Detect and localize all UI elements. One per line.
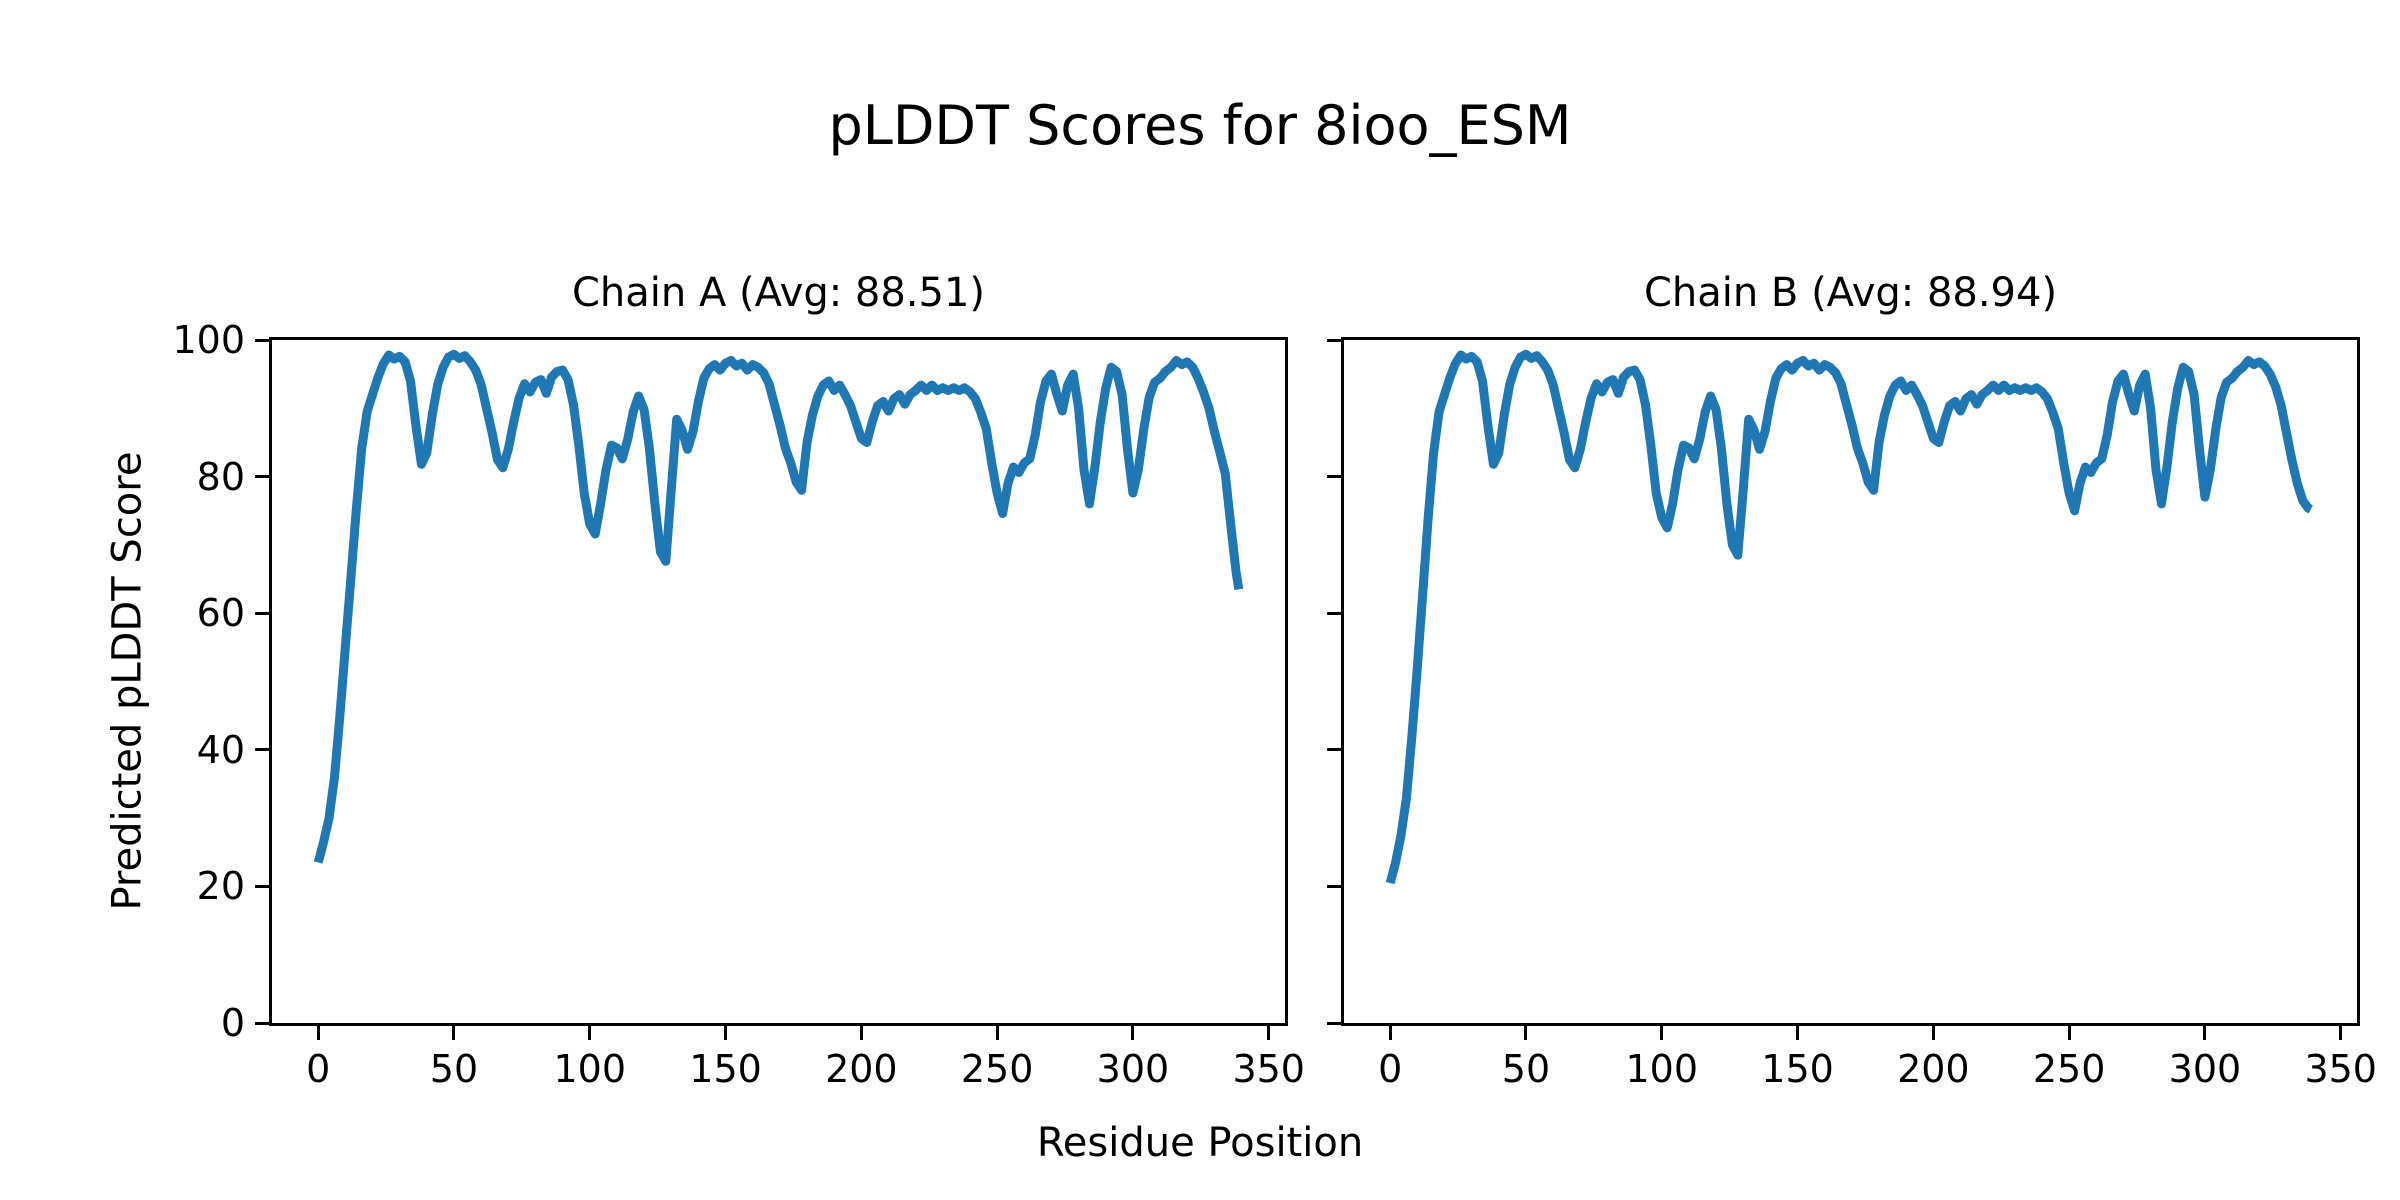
y-tick-chain-b xyxy=(1327,338,1341,342)
y-tick-chain-b xyxy=(1327,884,1341,888)
line-canvas-chain-b xyxy=(1385,349,2313,885)
subplot-title-chain-a: Chain A (Avg: 88.51) xyxy=(571,270,986,316)
x-tick-label-chain-b: 100 xyxy=(1625,1047,1699,1091)
figure-title: pLDDT Scores for 8ioo_ESM xyxy=(828,94,1572,157)
x-tick-chain-b xyxy=(1388,1026,1392,1040)
y-tick-label-chain-a: 20 xyxy=(196,864,245,909)
y-tick-label-chain-a: 40 xyxy=(196,727,245,772)
y-tick-chain-a xyxy=(255,884,269,888)
x-tick-chain-b xyxy=(1660,1026,1664,1040)
plddt-line-chain-b xyxy=(1385,349,2313,885)
x-tick-label-chain-b: 350 xyxy=(2304,1047,2377,1091)
y-tick-label-chain-a: 0 xyxy=(220,1001,245,1045)
x-tick-label-chain-b: 0 xyxy=(1378,1047,1403,1091)
subplot-title-chain-b: Chain B (Avg: 88.94) xyxy=(1643,270,2058,316)
x-tick-chain-b xyxy=(1524,1026,1528,1040)
y-tick-chain-b xyxy=(1327,611,1341,615)
x-tick-label-chain-a: 0 xyxy=(306,1047,331,1091)
y-axis-label: Predicted pLDDT Score xyxy=(104,451,151,911)
x-tick-chain-a xyxy=(1131,1026,1135,1040)
x-tick-label-chain-b: 150 xyxy=(1761,1047,1834,1091)
y-tick-chain-a xyxy=(255,1021,269,1025)
y-tick-chain-a xyxy=(255,611,269,615)
x-tick-chain-a xyxy=(724,1026,728,1040)
y-tick-chain-b xyxy=(1327,475,1341,479)
x-tick-label-chain-a: 350 xyxy=(1232,1047,1305,1091)
y-tick-chain-a xyxy=(255,338,269,342)
x-tick-label-chain-b: 200 xyxy=(1897,1047,1970,1091)
plot-area-chain-a xyxy=(269,337,1288,1026)
x-tick-chain-b xyxy=(1796,1026,1800,1040)
x-tick-chain-b xyxy=(1931,1026,1935,1040)
plddt-line-chain-a xyxy=(313,349,1244,864)
y-tick-chain-b xyxy=(1327,748,1341,752)
x-tick-label-chain-a: 50 xyxy=(429,1047,479,1091)
x-tick-chain-a xyxy=(452,1026,456,1040)
plot-area-chain-b xyxy=(1341,337,2360,1026)
y-tick-label-chain-a: 100 xyxy=(172,318,245,362)
x-tick-label-chain-a: 200 xyxy=(825,1047,898,1091)
x-tick-label-chain-a: 300 xyxy=(1096,1047,1170,1091)
x-tick-chain-a xyxy=(1267,1026,1271,1040)
x-tick-chain-a xyxy=(316,1026,320,1040)
y-tick-chain-b xyxy=(1327,1021,1341,1025)
x-tick-label-chain-b: 250 xyxy=(2032,1047,2106,1091)
x-tick-label-chain-a: 150 xyxy=(689,1047,762,1091)
y-tick-label-chain-a: 60 xyxy=(196,591,245,636)
x-tick-label-chain-b: 300 xyxy=(2168,1047,2242,1091)
x-tick-chain-a xyxy=(588,1026,592,1040)
x-tick-label-chain-a: 100 xyxy=(553,1047,627,1091)
y-tick-chain-a xyxy=(255,475,269,479)
x-tick-chain-b xyxy=(2203,1026,2207,1040)
x-tick-label-chain-b: 50 xyxy=(1501,1047,1551,1091)
y-tick-chain-a xyxy=(255,748,269,752)
x-tick-chain-a xyxy=(995,1026,999,1040)
x-tick-chain-b xyxy=(2067,1026,2071,1040)
x-tick-chain-b xyxy=(2339,1026,2343,1040)
y-tick-label-chain-a: 80 xyxy=(196,454,245,499)
line-canvas-chain-a xyxy=(313,349,1244,864)
x-axis-label: Residue Position xyxy=(1036,1120,1364,1166)
x-tick-chain-a xyxy=(859,1026,863,1040)
x-tick-label-chain-a: 250 xyxy=(960,1047,1034,1091)
